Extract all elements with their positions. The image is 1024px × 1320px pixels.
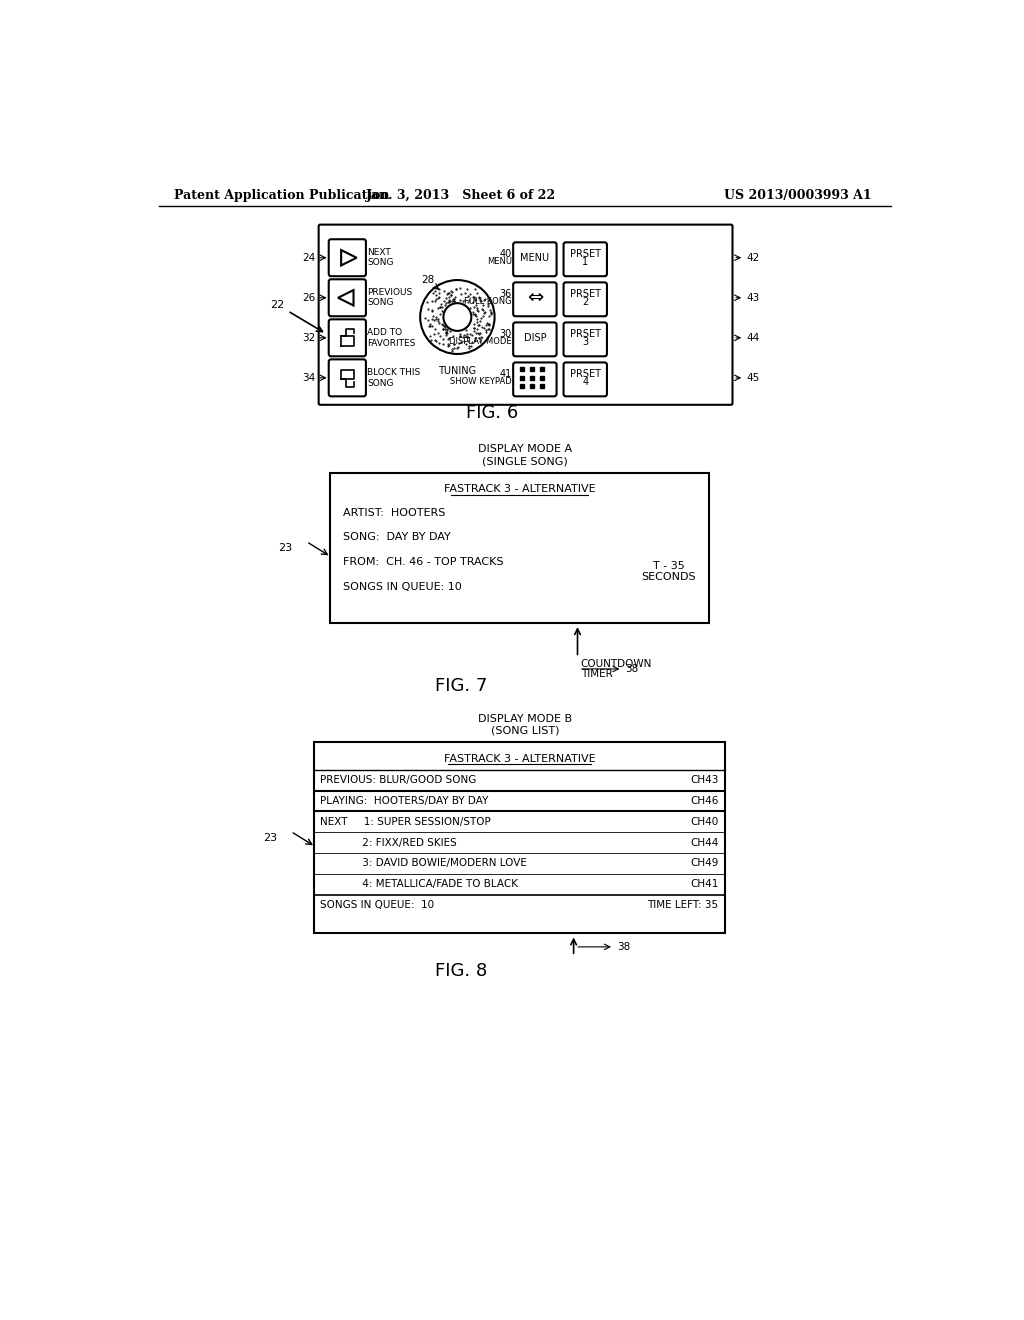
Text: SONG:  DAY BY DAY: SONG: DAY BY DAY: [343, 532, 452, 543]
Bar: [330, 473, 710, 623]
Text: 41: 41: [500, 370, 512, 379]
Text: DISPLAY MODE B: DISPLAY MODE B: [478, 714, 571, 723]
Text: PREVIOUS: BLUR/GOOD SONG: PREVIOUS: BLUR/GOOD SONG: [321, 775, 476, 785]
Circle shape: [443, 304, 471, 331]
Text: (SONG LIST): (SONG LIST): [490, 726, 559, 735]
Text: FROM:  CH. 46 - TOP TRACKS: FROM: CH. 46 - TOP TRACKS: [343, 557, 504, 566]
Text: FASTRACK 3 - ALTERNATIVE: FASTRACK 3 - ALTERNATIVE: [443, 484, 595, 495]
Text: FIG. 7: FIG. 7: [435, 677, 487, 694]
Text: 23: 23: [263, 833, 276, 842]
Text: 38: 38: [626, 664, 639, 675]
FancyBboxPatch shape: [329, 280, 366, 317]
Bar: [314, 742, 725, 933]
Text: Jan. 3, 2013   Sheet 6 of 22: Jan. 3, 2013 Sheet 6 of 22: [367, 189, 556, 202]
Text: PRSET: PRSET: [569, 329, 601, 339]
Text: PRSET: PRSET: [569, 370, 601, 379]
FancyBboxPatch shape: [329, 359, 366, 396]
Text: PLAYING:  HOOTERS/DAY BY DAY: PLAYING: HOOTERS/DAY BY DAY: [321, 796, 488, 807]
Text: 3: DAVID BOWIE/MODERN LOVE: 3: DAVID BOWIE/MODERN LOVE: [321, 858, 527, 869]
Text: SONGS IN QUEUE: 10: SONGS IN QUEUE: 10: [343, 582, 462, 591]
Text: 43: 43: [746, 293, 760, 302]
Text: CH41: CH41: [690, 879, 719, 890]
Text: FASTRACK 3 - ALTERNATIVE: FASTRACK 3 - ALTERNATIVE: [443, 754, 595, 764]
Text: 42: 42: [746, 252, 760, 263]
Text: 4: 4: [583, 376, 589, 387]
Text: 26: 26: [302, 293, 315, 302]
Text: 30: 30: [500, 329, 512, 339]
Text: 2: 2: [582, 297, 589, 306]
FancyBboxPatch shape: [513, 322, 557, 356]
Text: CH46: CH46: [690, 796, 719, 807]
Text: 38: 38: [617, 942, 631, 952]
Text: FIG. 6: FIG. 6: [466, 404, 518, 421]
Text: PRSET: PRSET: [569, 289, 601, 298]
Text: CH44: CH44: [690, 838, 719, 847]
Text: DISPLAY MODE: DISPLAY MODE: [449, 337, 512, 346]
Text: 1: 1: [583, 256, 589, 267]
Text: US 2013/0003993 A1: US 2013/0003993 A1: [724, 189, 872, 202]
Text: 28: 28: [421, 275, 434, 285]
Text: Patent Application Publication: Patent Application Publication: [174, 189, 390, 202]
FancyBboxPatch shape: [513, 363, 557, 396]
Text: ADD TO
FAVORITES: ADD TO FAVORITES: [368, 329, 416, 347]
Text: TUNING: TUNING: [438, 366, 476, 376]
Text: ⇔: ⇔: [526, 288, 543, 308]
Text: COUNTDOWN: COUNTDOWN: [581, 659, 652, 668]
Text: CH40: CH40: [690, 817, 719, 826]
Text: 40: 40: [500, 249, 512, 259]
Text: (SINGLE SONG): (SINGLE SONG): [482, 455, 567, 466]
Text: DISP: DISP: [523, 333, 546, 343]
Text: ARTIST:  HOOTERS: ARTIST: HOOTERS: [343, 508, 445, 517]
Text: CH43: CH43: [690, 775, 719, 785]
Text: NEXT
SONG: NEXT SONG: [368, 248, 394, 268]
Text: NEXT     1: SUPER SESSION/STOP: NEXT 1: SUPER SESSION/STOP: [321, 817, 490, 826]
Text: 4: METALLICA/FADE TO BLACK: 4: METALLICA/FADE TO BLACK: [321, 879, 518, 890]
Text: 23: 23: [279, 543, 292, 553]
FancyBboxPatch shape: [329, 319, 366, 356]
Text: BLOCK THIS
SONG: BLOCK THIS SONG: [368, 368, 421, 388]
Text: 22: 22: [270, 301, 285, 310]
Text: DISPLAY MODE A: DISPLAY MODE A: [478, 445, 571, 454]
Text: FIG. 8: FIG. 8: [435, 962, 487, 979]
Text: CH49: CH49: [690, 858, 719, 869]
Text: 24: 24: [302, 252, 315, 263]
Text: FULL SONG: FULL SONG: [464, 297, 512, 306]
FancyBboxPatch shape: [513, 282, 557, 317]
Text: 32: 32: [302, 333, 315, 343]
Text: 2: FIXX/RED SKIES: 2: FIXX/RED SKIES: [321, 838, 457, 847]
Text: MENU: MENU: [520, 252, 550, 263]
Text: 36: 36: [500, 289, 512, 298]
Text: SHOW KEYPAD: SHOW KEYPAD: [450, 378, 512, 387]
FancyBboxPatch shape: [563, 282, 607, 317]
FancyBboxPatch shape: [329, 239, 366, 276]
Text: MENU: MENU: [486, 257, 512, 267]
Text: 3: 3: [583, 337, 589, 347]
Text: SONGS IN QUEUE:  10: SONGS IN QUEUE: 10: [321, 900, 434, 909]
Text: TIMER: TIMER: [581, 669, 612, 680]
FancyBboxPatch shape: [563, 243, 607, 276]
Text: PREVIOUS
SONG: PREVIOUS SONG: [368, 288, 413, 308]
FancyBboxPatch shape: [563, 322, 607, 356]
Text: T - 35: T - 35: [653, 561, 685, 570]
Text: 34: 34: [302, 372, 315, 383]
Text: SECONDS: SECONDS: [642, 572, 696, 582]
Text: 44: 44: [746, 333, 760, 343]
Text: TIME LEFT: 35: TIME LEFT: 35: [647, 900, 719, 909]
FancyBboxPatch shape: [318, 224, 732, 405]
FancyBboxPatch shape: [513, 243, 557, 276]
Text: PRSET: PRSET: [569, 249, 601, 259]
Text: 45: 45: [746, 372, 760, 383]
FancyBboxPatch shape: [563, 363, 607, 396]
